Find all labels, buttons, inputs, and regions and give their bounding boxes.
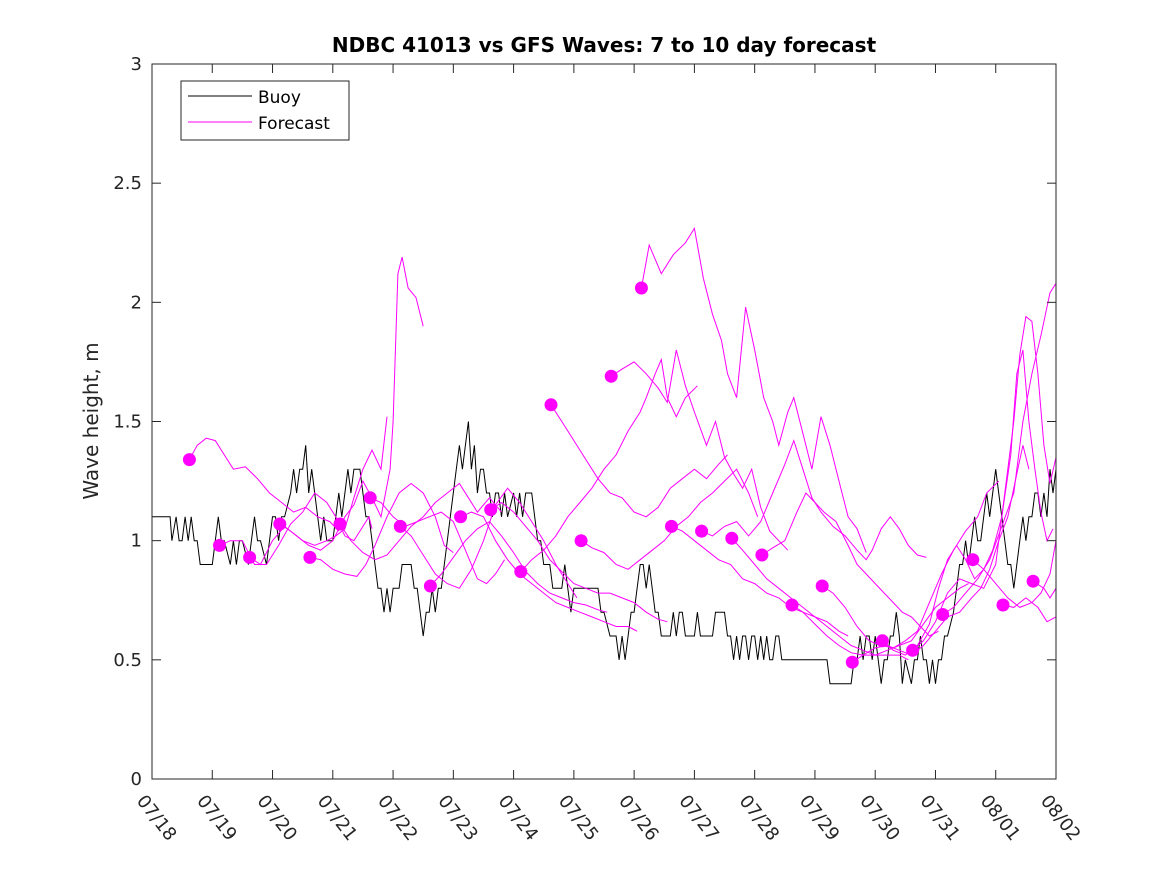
forecast-start-marker-7 bbox=[393, 519, 407, 533]
forecast-start-marker-15 bbox=[634, 281, 648, 295]
forecast-start-marker-23 bbox=[875, 634, 889, 648]
x-tick-label-2: 07/20 bbox=[253, 791, 301, 845]
forecast-start-markers bbox=[182, 281, 1040, 669]
forecast-start-marker-3 bbox=[273, 517, 287, 531]
forecast-start-marker-16 bbox=[665, 519, 678, 533]
forecast-start-marker-6 bbox=[363, 491, 377, 505]
forecast-start-marker-26 bbox=[966, 553, 980, 567]
forecast-start-marker-22 bbox=[845, 655, 859, 669]
forecast-line-16 bbox=[671, 525, 849, 637]
forecast-start-marker-9 bbox=[454, 510, 468, 524]
forecast-start-marker-0 bbox=[182, 453, 196, 467]
forecast-start-marker-13 bbox=[574, 534, 588, 548]
y-tick-label-2: 1 bbox=[131, 531, 142, 552]
legend: Buoy Forecast bbox=[180, 80, 350, 141]
buoy-line bbox=[152, 421, 1057, 685]
forecast-line-7 bbox=[399, 487, 578, 599]
forecast-line-8 bbox=[430, 520, 608, 613]
x-tick-label-1: 07/19 bbox=[192, 791, 240, 845]
forecast-start-marker-25 bbox=[936, 608, 950, 621]
x-tick-label-12: 07/30 bbox=[855, 791, 903, 845]
forecast-start-marker-8 bbox=[423, 579, 437, 593]
y-tick-label-4: 2 bbox=[131, 292, 142, 313]
x-tick-label-13: 07/31 bbox=[916, 791, 964, 845]
y-axis: 0 0.5 1 1.5 2 2.5 3 bbox=[113, 54, 1056, 790]
forecast-start-marker-5 bbox=[333, 517, 347, 531]
forecast-line-11 bbox=[520, 357, 698, 572]
buoy-series bbox=[152, 421, 1057, 685]
forecast-start-marker-17 bbox=[695, 524, 709, 538]
forecast-line-12 bbox=[550, 404, 728, 518]
y-tick-label-6: 3 bbox=[131, 54, 142, 75]
legend-forecast-label: Forecast bbox=[258, 114, 330, 134]
forecast-start-marker-28 bbox=[1026, 574, 1040, 588]
legend-buoy-label: Buoy bbox=[258, 88, 301, 108]
x-tick-label-8: 07/26 bbox=[614, 791, 662, 845]
forecast-line-14 bbox=[610, 349, 789, 551]
forecast-start-marker-27 bbox=[996, 598, 1010, 612]
forecast-line-21 bbox=[821, 480, 1000, 649]
forecast-line-20 bbox=[791, 583, 969, 656]
plot-area: 00.511.522.53 07/18 07/19 07/20 07/21 07/22 0… bbox=[113, 54, 1084, 845]
x-tick-label-0: 07/18 bbox=[132, 791, 180, 845]
x-tick-label-11: 07/29 bbox=[795, 791, 843, 845]
x-tick-label-9: 07/27 bbox=[674, 791, 722, 845]
forecast-start-marker-4 bbox=[303, 550, 317, 564]
y-tick-label-3: 1.5 bbox=[113, 412, 142, 433]
y-tick-label-1: 0.5 bbox=[113, 650, 142, 671]
forecast-start-marker-24 bbox=[906, 643, 920, 657]
forecast-line-0 bbox=[188, 437, 340, 532]
y-tick-label-0: 0 bbox=[131, 769, 142, 790]
x-tick-label-10: 07/28 bbox=[735, 791, 783, 845]
forecast-line-15 bbox=[640, 227, 867, 553]
y-tick-label-5: 2.5 bbox=[113, 173, 142, 194]
forecast-line-27 bbox=[1002, 597, 1057, 623]
forecast-start-marker-20 bbox=[785, 598, 799, 612]
forecast-start-marker-21 bbox=[815, 579, 829, 593]
legend-box bbox=[180, 80, 350, 141]
forecast-line-4 bbox=[309, 482, 454, 577]
x-tick-label-15: 08/02 bbox=[1036, 791, 1084, 845]
x-tick-label-6: 07/24 bbox=[494, 791, 542, 845]
forecast-series bbox=[188, 227, 1057, 663]
forecast-line-17 bbox=[701, 439, 927, 561]
plot-frame bbox=[152, 64, 1056, 779]
x-tick-label-4: 07/22 bbox=[373, 791, 421, 845]
forecast-line-6 bbox=[370, 497, 506, 585]
forecast-start-marker-1 bbox=[213, 538, 226, 552]
forecast-line-26 bbox=[972, 540, 1057, 608]
forecast-start-marker-14 bbox=[604, 369, 618, 383]
x-tick-label-7: 07/25 bbox=[554, 791, 602, 845]
forecast-line-3 bbox=[279, 416, 388, 546]
y-axis-label: Wave height, m bbox=[79, 342, 103, 499]
forecast-start-marker-10 bbox=[484, 503, 498, 517]
x-tick-label-14: 08/01 bbox=[976, 791, 1024, 845]
chart-title: NDBC 41013 vs GFS Waves: 7 to 10 day for… bbox=[332, 33, 877, 57]
forecast-start-marker-11 bbox=[514, 565, 528, 579]
forecast-start-marker-19 bbox=[755, 548, 769, 562]
forecast-line-18 bbox=[731, 537, 909, 661]
forecast-line-25 bbox=[942, 283, 1057, 615]
forecast-line-9 bbox=[460, 511, 638, 632]
forecast-line-24 bbox=[912, 315, 1057, 651]
forecast-line-19 bbox=[761, 492, 939, 637]
forecast-start-marker-12 bbox=[544, 398, 558, 412]
forecast-start-marker-2 bbox=[243, 550, 257, 564]
forecast-line-5 bbox=[339, 482, 502, 561]
x-tick-label-5: 07/23 bbox=[433, 791, 481, 845]
forecast-line-10 bbox=[490, 501, 668, 623]
forecast-start-marker-18 bbox=[725, 531, 739, 545]
forecast-line-13 bbox=[580, 468, 759, 570]
x-tick-label-3: 07/21 bbox=[313, 791, 361, 845]
